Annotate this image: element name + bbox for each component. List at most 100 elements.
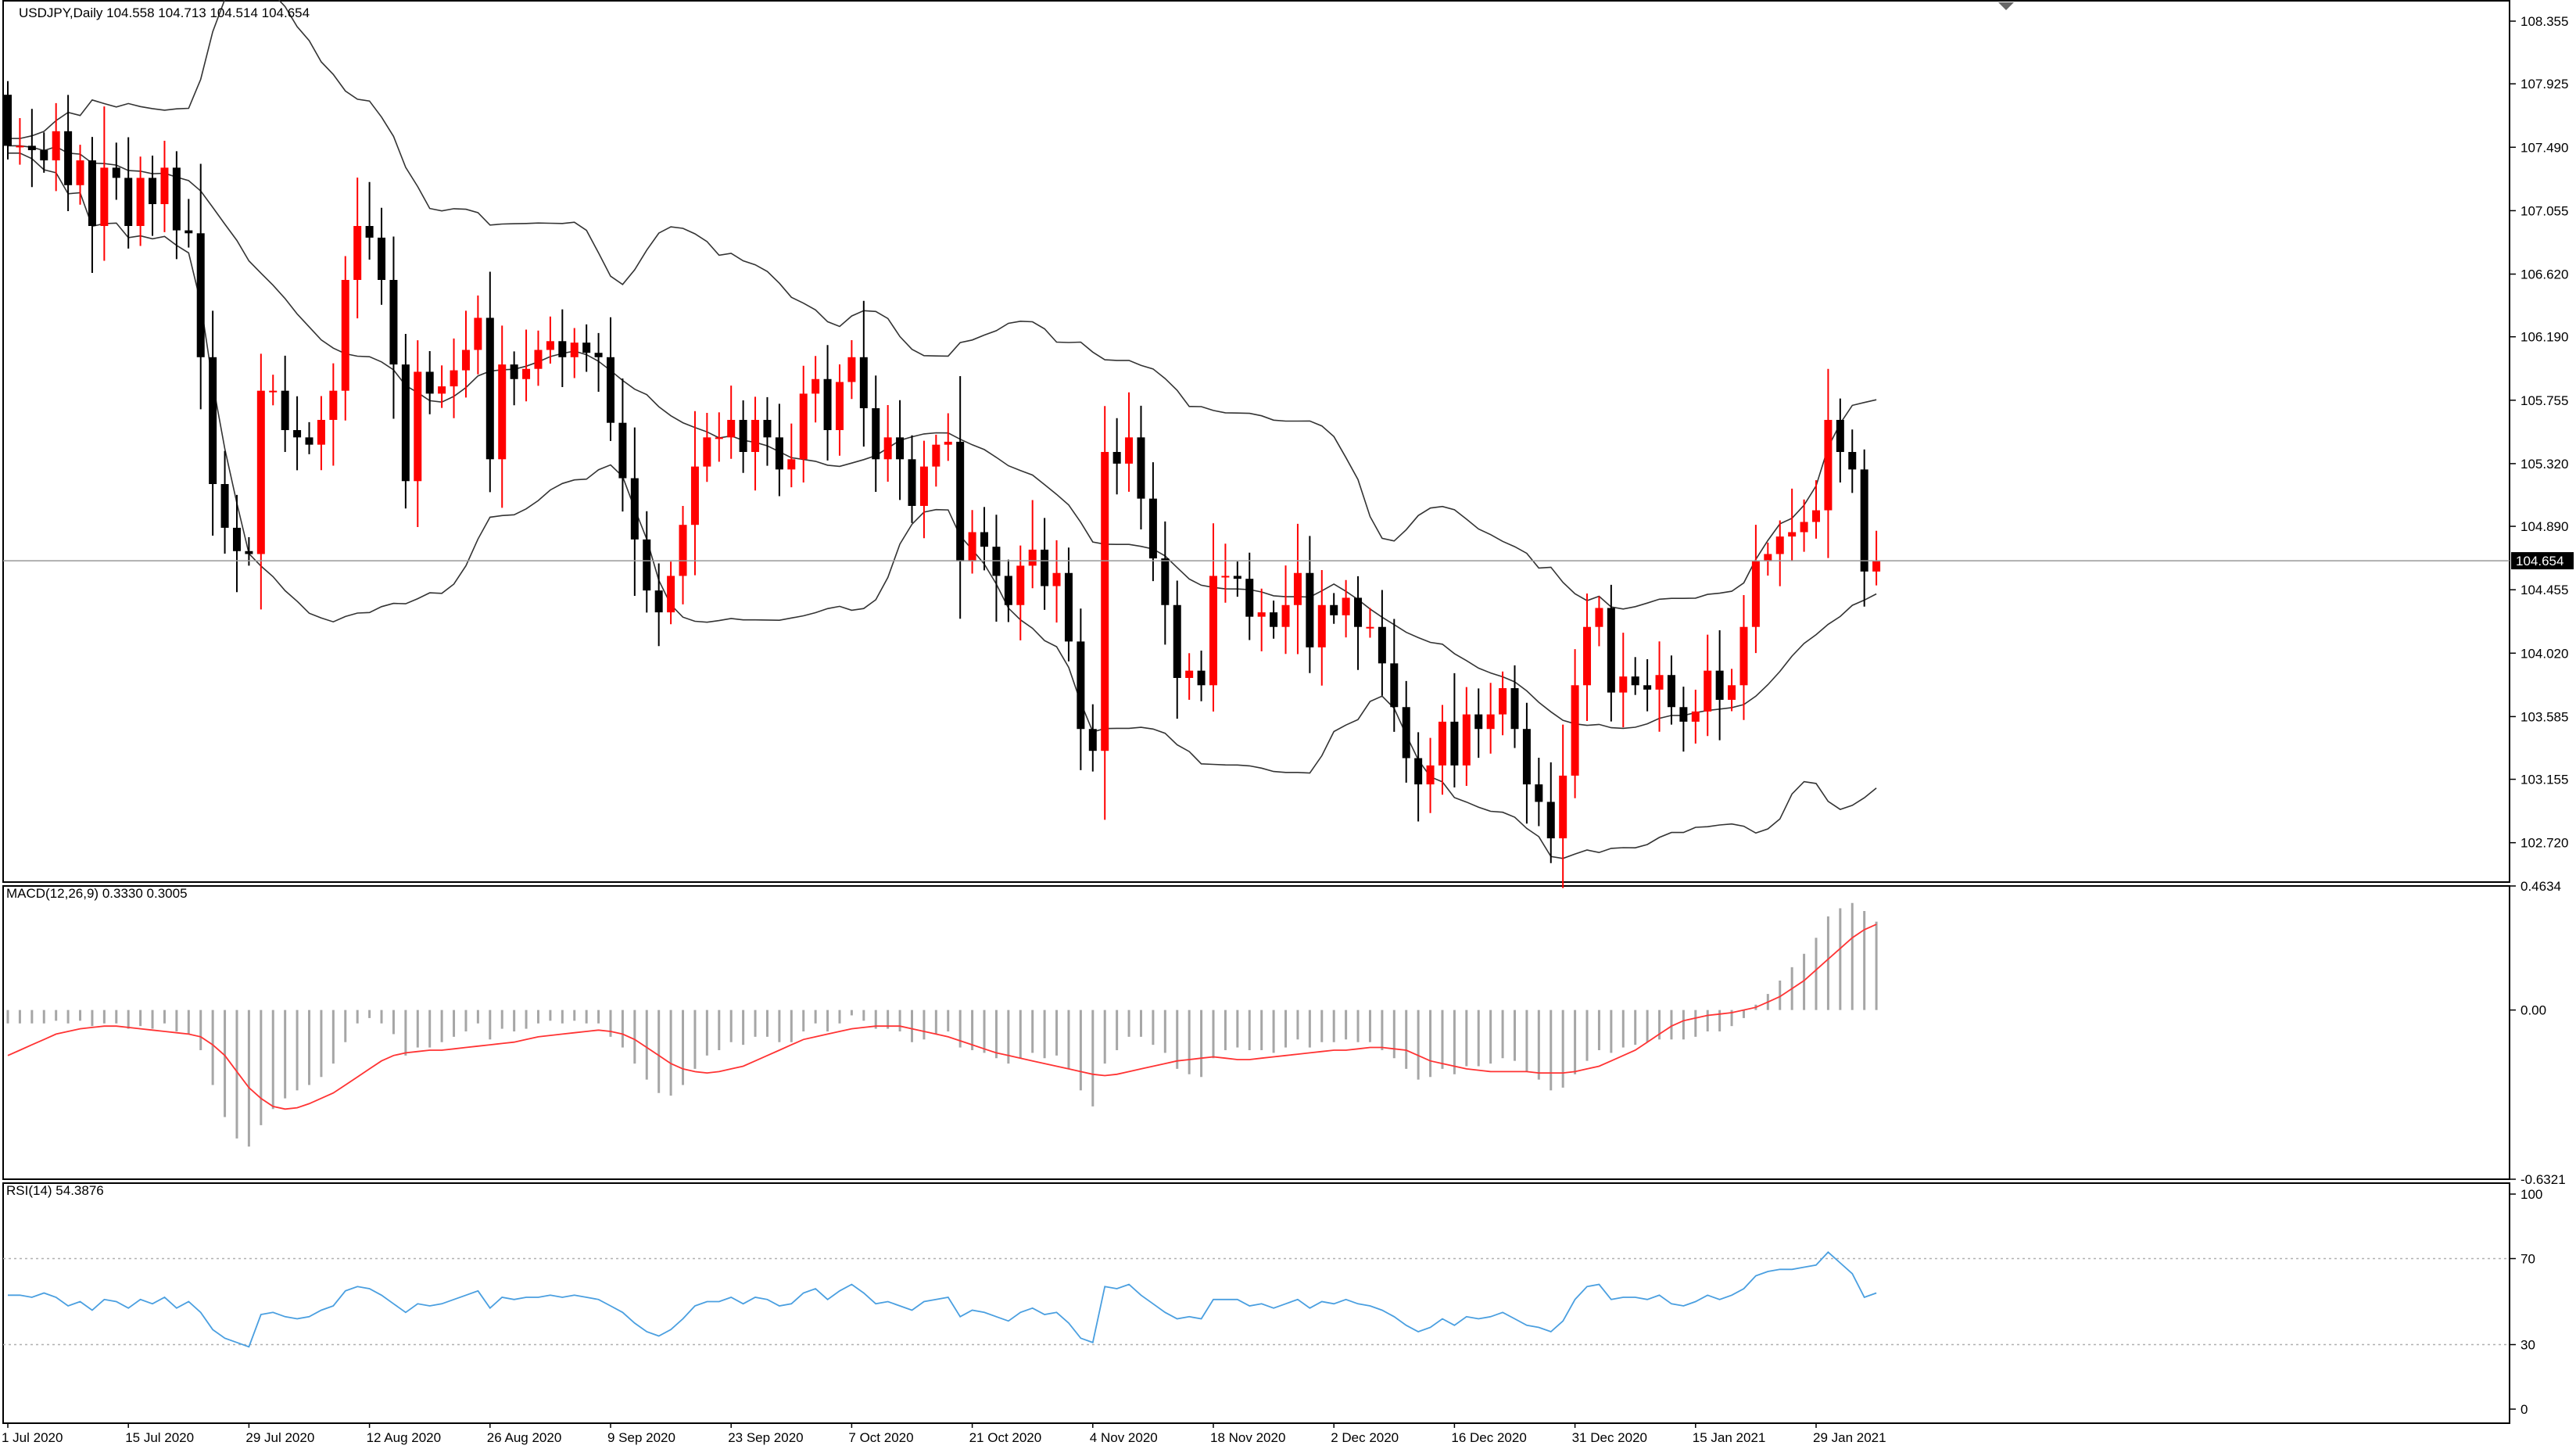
candle [1112,418,1121,495]
candle [1872,530,1881,586]
candle-body [618,422,627,479]
candle [1088,704,1097,772]
candle-body [510,364,518,379]
candle-body [329,390,338,420]
candle [4,81,12,160]
candle-body [1317,604,1326,647]
candle-body [438,386,446,394]
candle [751,396,760,491]
candle [1474,688,1483,759]
candle [1546,762,1555,863]
price-header-label: USDJPY,Daily 104.558 104.713 104.514 104… [19,5,310,20]
candle [1137,405,1145,530]
candle [1535,757,1543,827]
candle-body [1221,576,1230,578]
candle [1667,655,1675,725]
candle [365,181,374,260]
candle [52,102,60,192]
candle-body [1281,604,1290,627]
candle [1414,732,1423,822]
candle-body [196,233,205,357]
candle-body [932,444,940,467]
candle [859,300,868,447]
x-tick-label: 29 Jul 2020 [245,1430,314,1445]
candle [1643,659,1652,712]
candle [341,256,349,421]
candle-body [607,357,614,423]
candle [317,396,325,471]
candle-body [727,419,736,438]
x-tick-label: 7 Oct 2020 [848,1430,913,1445]
candle [220,450,229,554]
price-y-tick-label: 105.755 [2520,393,2568,408]
candle-body [883,437,892,460]
candle-body [1704,670,1712,712]
candle [944,413,952,461]
candle [1366,608,1374,638]
scroll-shift-marker [1998,2,2014,10]
candle-body [461,350,470,371]
candle-body [232,527,241,551]
candle-body [498,364,507,460]
price-y-tick-label: 103.155 [2520,773,2568,787]
candle-body [1366,626,1374,629]
price-y-tick-label: 107.055 [2520,203,2568,218]
grid-layer [2,0,2510,1424]
candle [1812,480,1820,539]
candle-body [980,532,989,547]
candle [1788,488,1797,561]
x-tick-label: 26 Aug 2020 [487,1430,561,1445]
candle [438,365,446,408]
candle-body [690,466,699,525]
candle-body [1161,558,1170,605]
price-panel-frame [2,0,2510,883]
candle [1004,559,1012,622]
candle-body [389,279,398,365]
candle-body [414,371,422,482]
candle-body [1101,451,1109,751]
price-y-tick-label: 106.620 [2520,267,2568,282]
bollinger-upper-line [8,0,1877,610]
candle [1607,584,1615,722]
price-y-tick-label: 106.190 [2520,330,2568,345]
x-tick-label: 4 Nov 2020 [1090,1430,1158,1445]
x-tick-label: 21 Oct 2020 [969,1430,1042,1445]
candle-body [450,370,458,387]
candle [124,137,133,249]
candle [1233,561,1241,597]
candle-body [474,317,482,350]
current-price-tag [2511,552,2574,570]
candle [1715,629,1724,741]
candle [715,412,723,462]
candle [1354,576,1363,670]
x-tick-label: 1 Jul 2020 [2,1430,63,1445]
candle-body [1559,775,1567,839]
candle-body [630,478,639,540]
candle [281,355,289,453]
candle [775,403,783,497]
price-y-tick-label: 108.355 [2520,14,2568,29]
candle [1077,608,1085,770]
candle [461,310,470,398]
candle-body [305,437,313,445]
candle-body [1390,663,1399,708]
candle-body [149,178,157,205]
candle [1438,705,1446,795]
candle-body [1004,576,1012,605]
candle-body [245,551,253,554]
candle-body [1486,714,1495,730]
candle [1270,601,1278,639]
x-tick-label: 29 Jan 2021 [1813,1430,1886,1445]
candle-body [654,590,663,613]
candle [1571,649,1579,798]
candle [1041,518,1049,610]
candle [389,236,398,419]
candle-body [365,225,374,238]
candle-body [787,459,796,470]
candle-body [546,341,554,350]
candle-body [1330,604,1338,615]
candle [196,163,205,410]
candle [1691,689,1700,744]
candle [1510,665,1519,748]
candle-body [1860,469,1868,572]
